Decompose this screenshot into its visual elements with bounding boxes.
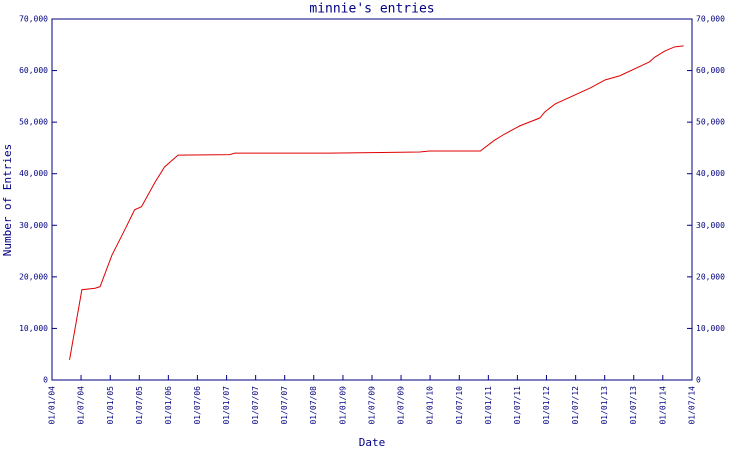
y2-tick-label: 50,000: [696, 118, 725, 127]
y2-tick-label: 70,000: [696, 15, 725, 24]
y2-tick-label: 60,000: [696, 66, 725, 75]
y-tick-label: 40,000: [19, 169, 48, 178]
x-tick-label: 01/07/06: [193, 386, 202, 425]
x-tick-label: 01/01/04: [48, 386, 57, 425]
y-tick-label: 0: [43, 376, 48, 385]
x-tick-label: 01/01/14: [658, 386, 667, 425]
x-tick-label: 01/01/06: [164, 386, 173, 425]
x-tick-label: 01/07/09: [397, 386, 406, 425]
y-tick-label: 10,000: [19, 324, 48, 333]
y2-tick-label: 10,000: [696, 324, 725, 333]
x-tick-label: 01/01/07: [222, 386, 231, 425]
x-tick-label: 01/07/05: [135, 386, 144, 425]
x-tick-label: 01/01/09: [338, 386, 347, 425]
x-tick-label: 01/07/12: [571, 386, 580, 425]
y2-tick-label: 20,000: [696, 272, 725, 281]
x-tick-label: 01/07/07: [251, 386, 260, 425]
x-axis-label: Date: [359, 436, 386, 449]
x-tick-label: 01/07/13: [629, 386, 638, 425]
data-line: [69, 45, 684, 360]
x-tick-label: 01/07/14: [688, 386, 697, 425]
x-tick-label: 01/07/10: [455, 386, 464, 425]
y-tick-label: 70,000: [19, 15, 48, 24]
x-tick-label: 01/07/04: [77, 386, 86, 425]
x-tick-label: 01/01/05: [106, 386, 115, 425]
x-tick-label: 01/07/11: [513, 386, 522, 425]
x-tick-label: 01/01/12: [542, 386, 551, 425]
x-tick-label: 01/01/13: [600, 386, 609, 425]
x-tick-label: 01/07/07: [280, 386, 289, 425]
x-tick-label: 01/01/11: [484, 386, 493, 425]
y-tick-label: 50,000: [19, 118, 48, 127]
x-tick-label: 01/01/10: [426, 386, 435, 425]
y-axis-label: Number of Entries: [1, 144, 14, 257]
y2-tick-label: 40,000: [696, 169, 725, 178]
y-tick-label: 20,000: [19, 272, 48, 281]
y-tick-label: 30,000: [19, 221, 48, 230]
y2-tick-label: 30,000: [696, 221, 725, 230]
y2-tick-label: 0: [696, 376, 701, 385]
plot-frame: [51, 18, 693, 381]
x-tick-label: 01/07/08: [309, 386, 318, 425]
chart-title: minnie's entries: [309, 2, 434, 17]
y-tick-label: 60,000: [19, 66, 48, 75]
x-tick-label: 01/07/09: [368, 386, 377, 425]
